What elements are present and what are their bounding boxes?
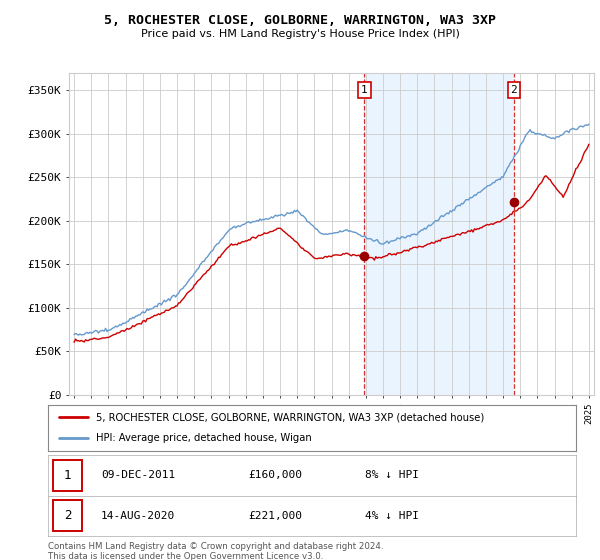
Text: 1: 1: [361, 85, 368, 95]
Text: 5, ROCHESTER CLOSE, GOLBORNE, WARRINGTON, WA3 3XP: 5, ROCHESTER CLOSE, GOLBORNE, WARRINGTON…: [104, 14, 496, 27]
Text: £160,000: £160,000: [248, 470, 302, 480]
Text: 2: 2: [64, 509, 71, 522]
Text: Contains HM Land Registry data © Crown copyright and database right 2024.
This d: Contains HM Land Registry data © Crown c…: [48, 542, 383, 560]
Text: Price paid vs. HM Land Registry's House Price Index (HPI): Price paid vs. HM Land Registry's House …: [140, 29, 460, 39]
Text: HPI: Average price, detached house, Wigan: HPI: Average price, detached house, Wiga…: [95, 433, 311, 444]
FancyBboxPatch shape: [53, 460, 82, 491]
Bar: [364, 73, 514, 395]
FancyBboxPatch shape: [53, 501, 82, 531]
Text: 09-DEC-2011: 09-DEC-2011: [101, 470, 175, 480]
Text: 4% ↓ HPI: 4% ↓ HPI: [365, 511, 419, 521]
Text: 14-AUG-2020: 14-AUG-2020: [101, 511, 175, 521]
Text: 8% ↓ HPI: 8% ↓ HPI: [365, 470, 419, 480]
Text: 2: 2: [511, 85, 517, 95]
Text: £221,000: £221,000: [248, 511, 302, 521]
Text: 5, ROCHESTER CLOSE, GOLBORNE, WARRINGTON, WA3 3XP (detached house): 5, ROCHESTER CLOSE, GOLBORNE, WARRINGTON…: [95, 412, 484, 422]
Text: 1: 1: [64, 469, 71, 482]
